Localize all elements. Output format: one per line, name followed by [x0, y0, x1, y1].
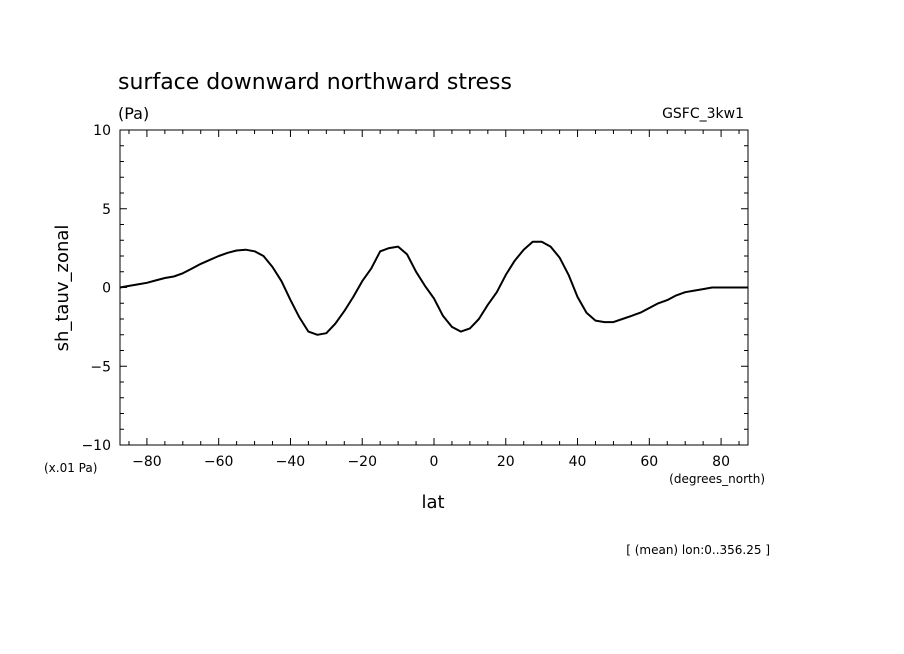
y-tick-label: 10 [93, 123, 111, 139]
series-line [119, 240, 748, 336]
x-tick-label: −40 [276, 454, 306, 470]
x-units-label: (degrees_north) [669, 472, 765, 486]
y-tick-label: −5 [90, 359, 111, 375]
y-tick-labels: −10 −5 0 5 10 [81, 123, 111, 454]
x-tick-label: −60 [204, 454, 234, 470]
x-tick-label: 40 [569, 454, 587, 470]
chart-title: surface downward northward stress [118, 70, 512, 95]
x-tick-labels: −80 −60 −40 −20 0 20 40 60 80 [132, 454, 730, 470]
x-tick-label: 80 [712, 454, 730, 470]
x-tick-label: 0 [430, 454, 439, 470]
y-units-label: (x.01 Pa) [44, 461, 97, 475]
y-tick-label: −10 [81, 438, 111, 454]
x-tick-label: −20 [347, 454, 377, 470]
x-tick-label: 60 [640, 454, 658, 470]
y-tick-label: 5 [102, 202, 111, 218]
y-axis-label: sh_tauv_zonal [52, 225, 73, 352]
y-tick-label: 0 [102, 281, 111, 297]
x-axis-label: lat [421, 492, 444, 513]
dataset-label: GSFC_3kw1 [662, 106, 744, 122]
axis-ticks [120, 129, 748, 446]
x-tick-label: 20 [497, 454, 515, 470]
x-tick-label: −80 [132, 454, 162, 470]
plot-frame [119, 129, 749, 446]
chart-units: (Pa) [118, 104, 149, 123]
footnote: [ (mean) lon:0..356.25 ] [626, 543, 770, 557]
